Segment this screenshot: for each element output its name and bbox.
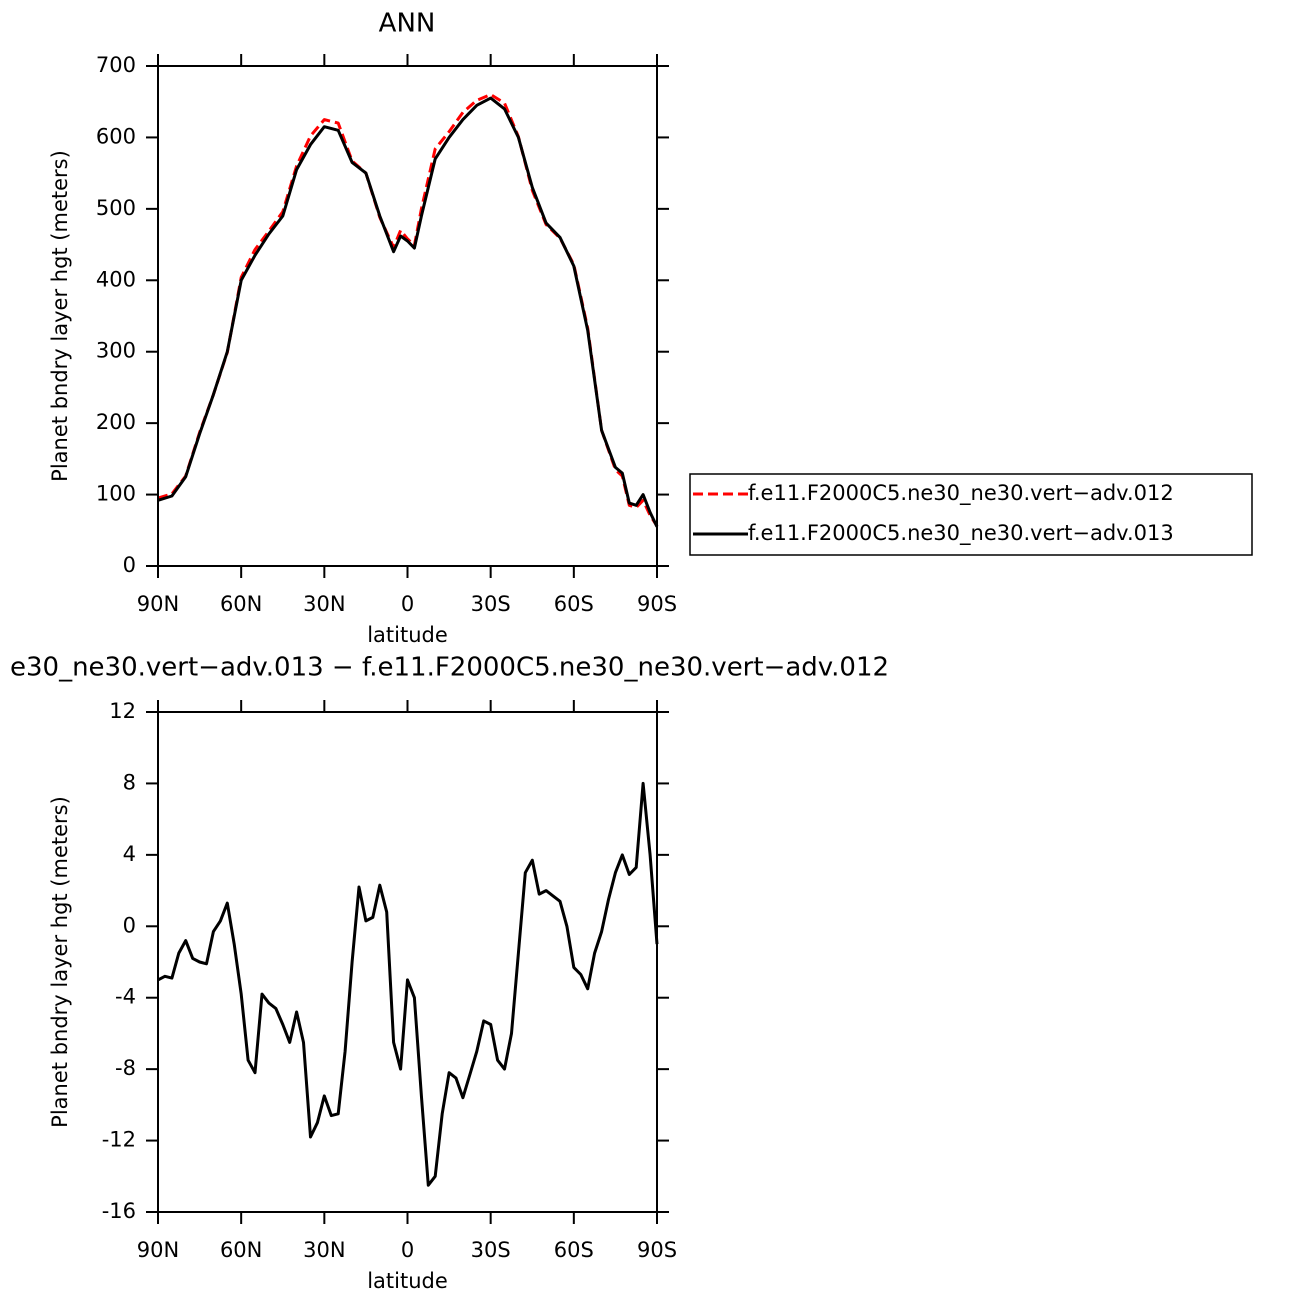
y-tick-label: -16	[102, 1199, 136, 1223]
data-line	[157, 96, 659, 528]
legend-label: f.e11.F2000C5.ne30_ne30.vert−adv.013	[748, 521, 1174, 546]
x-tick-label: 0	[401, 592, 414, 616]
plot-frame	[157, 65, 658, 567]
x-tick-label: 30S	[471, 1238, 511, 1262]
x-tick-label: 60S	[554, 1238, 594, 1262]
x-tick-label: 90S	[637, 592, 677, 616]
y-axis-label: Planet bndry layer hgt (meters)	[48, 796, 72, 1128]
x-tick-label: 30N	[303, 1238, 345, 1262]
y-tick-label: 400	[96, 267, 136, 291]
legend-box	[689, 473, 1253, 556]
x-tick-label: 60S	[554, 592, 594, 616]
y-tick-label: 300	[96, 339, 136, 363]
x-axis-label: latitude	[367, 1269, 448, 1293]
chart-title: e30_ne30.vert−adv.013 − f.e11.F2000C5.ne…	[10, 653, 889, 683]
x-tick-label: 90N	[137, 592, 179, 616]
plot-frame	[157, 711, 658, 1213]
y-tick-label: 500	[96, 196, 136, 220]
x-axis-label: latitude	[367, 623, 448, 647]
y-tick-label: 4	[123, 842, 136, 866]
x-tick-label: 60N	[220, 1238, 262, 1262]
data-line	[157, 781, 659, 1187]
y-axis-label: Planet bndry layer hgt (meters)	[48, 150, 72, 482]
x-tick-label: 30N	[303, 592, 345, 616]
y-tick-label: -4	[115, 985, 136, 1009]
y-tick-label: 0	[123, 553, 136, 577]
y-tick-label: 100	[96, 482, 136, 506]
x-tick-label: 60N	[220, 592, 262, 616]
y-tick-label: 8	[123, 770, 136, 794]
x-tick-label: 30S	[471, 592, 511, 616]
x-tick-label: 0	[401, 1238, 414, 1262]
y-tick-label: 0	[123, 913, 136, 937]
y-tick-label: -12	[102, 1128, 136, 1152]
legend-label: f.e11.F2000C5.ne30_ne30.vert−adv.012	[748, 481, 1174, 506]
x-tick-label: 90N	[137, 1238, 179, 1262]
x-tick-label: 90S	[637, 1238, 677, 1262]
y-tick-label: 600	[96, 124, 136, 148]
y-tick-label: 700	[96, 53, 136, 77]
y-tick-label: 200	[96, 410, 136, 434]
chart-title: ANN	[379, 9, 436, 39]
y-tick-label: -8	[115, 1056, 136, 1080]
y-tick-label: 12	[109, 699, 136, 723]
